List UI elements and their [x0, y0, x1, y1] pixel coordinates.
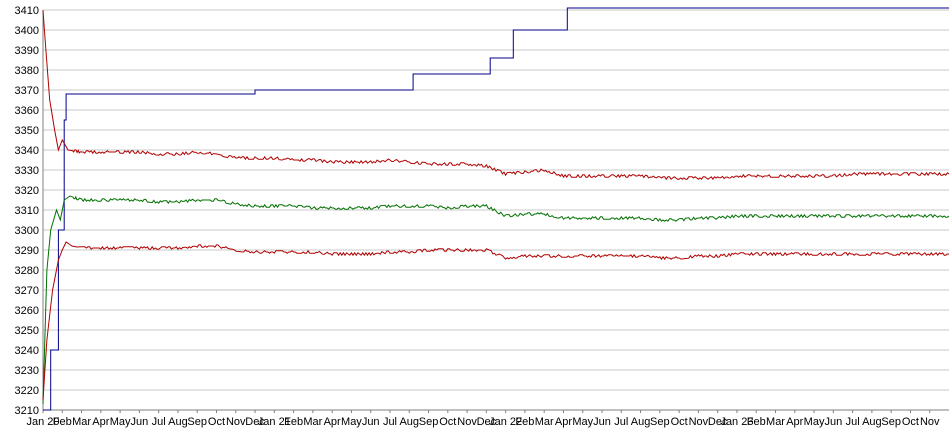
x-tick-label: Feb: [284, 416, 303, 428]
x-tick-label: Mar: [535, 416, 554, 428]
x-tick-label: May: [804, 416, 825, 428]
x-tick-label: May: [572, 416, 593, 428]
y-axis-tick-labels: 3210 3220 3230 3240 3250 3260 3270 3280 3290 3300…: [15, 5, 39, 417]
y-tick-label: 3220: [15, 385, 39, 397]
y-tick-label: 3270: [15, 285, 39, 297]
x-tick-label: Aug: [862, 416, 882, 428]
x-tick-label: Aug: [631, 416, 651, 428]
x-tick-label: Feb: [747, 416, 766, 428]
x-tick-label: Jun: [131, 416, 149, 428]
x-tick-label: Nov: [689, 416, 709, 428]
y-tick-label: 3400: [15, 25, 39, 37]
x-tick-label: Nov: [457, 416, 477, 428]
y-tick-label: 3280: [15, 265, 39, 277]
x-tick-label: Mar: [766, 416, 785, 428]
x-tick-label: Dec: [477, 416, 497, 428]
series-line-1: [43, 7, 949, 411]
series-line-3: [42, 195, 950, 405]
x-tick-label: Dec: [245, 416, 265, 428]
y-tick-label: 3330: [15, 165, 39, 177]
x-tick-label: Jan 23: [720, 416, 753, 428]
x-tick-label: Oct: [439, 416, 456, 428]
x-tick-label: Jan 22: [489, 416, 522, 428]
y-tick-label: 3340: [15, 145, 39, 157]
y-tick-label: 3210: [15, 405, 39, 417]
y-tick-label: 3360: [15, 105, 39, 117]
x-tick-label: Jun: [362, 416, 380, 428]
x-tick-label: Feb: [53, 416, 72, 428]
y-tick-label: 3350: [15, 125, 39, 137]
x-tick-label: Apr: [786, 416, 803, 428]
x-tick-label: Sep: [650, 416, 670, 428]
x-tick-label: Jun: [593, 416, 611, 428]
x-tick-label: Sep: [187, 416, 207, 428]
x-tick-label: May: [341, 416, 362, 428]
x-tick-label: Oct: [671, 416, 688, 428]
y-tick-label: 3320: [15, 185, 39, 197]
x-tick-label: Oct: [208, 416, 225, 428]
x-tick-label: Jul: [846, 416, 860, 428]
series-line-4: [42, 241, 949, 401]
x-tick-label: Jul: [614, 416, 628, 428]
gridlines: [43, 9, 949, 411]
x-tick-label: Jun: [824, 416, 842, 428]
x-tick-label: Nov: [226, 416, 246, 428]
x-tick-label: Sep: [881, 416, 901, 428]
y-tick-label: 3310: [15, 205, 39, 217]
x-tick-label: Nov: [920, 416, 940, 428]
y-tick-label: 3290: [15, 245, 39, 257]
x-tick-label: Aug: [399, 416, 419, 428]
x-tick-label: Jul: [152, 416, 166, 428]
x-tick-label: Feb: [515, 416, 534, 428]
x-tick-label: Oct: [902, 416, 919, 428]
y-tick-label: 3390: [15, 45, 39, 57]
y-tick-label: 3300: [15, 225, 39, 237]
y-tick-label: 3230: [15, 365, 39, 377]
series-line-2: [42, 9, 950, 181]
x-tick-label: Mar: [72, 416, 91, 428]
x-tick-label: Apr: [324, 416, 341, 428]
x-tick-label: Apr: [555, 416, 572, 428]
y-tick-label: 3380: [15, 65, 39, 77]
y-tick-label: 3240: [15, 345, 39, 357]
x-tick-label: Mar: [303, 416, 322, 428]
y-tick-label: 3250: [15, 325, 39, 337]
y-tick-label: 3260: [15, 305, 39, 317]
x-tick-label: Jan 20: [26, 416, 59, 428]
x-tick-label: Sep: [419, 416, 439, 428]
x-tick-label: Dec: [708, 416, 728, 428]
x-tick-label: Jan 21: [258, 416, 291, 428]
y-tick-label: 3370: [15, 85, 39, 97]
axes: [42, 10, 949, 413]
x-tick-label: Jul: [383, 416, 397, 428]
x-tick-label: Apr: [92, 416, 109, 428]
series-lines: [42, 7, 950, 411]
x-tick-label: Aug: [168, 416, 188, 428]
x-tick-label: May: [110, 416, 131, 428]
y-tick-label: 3410: [15, 5, 39, 17]
